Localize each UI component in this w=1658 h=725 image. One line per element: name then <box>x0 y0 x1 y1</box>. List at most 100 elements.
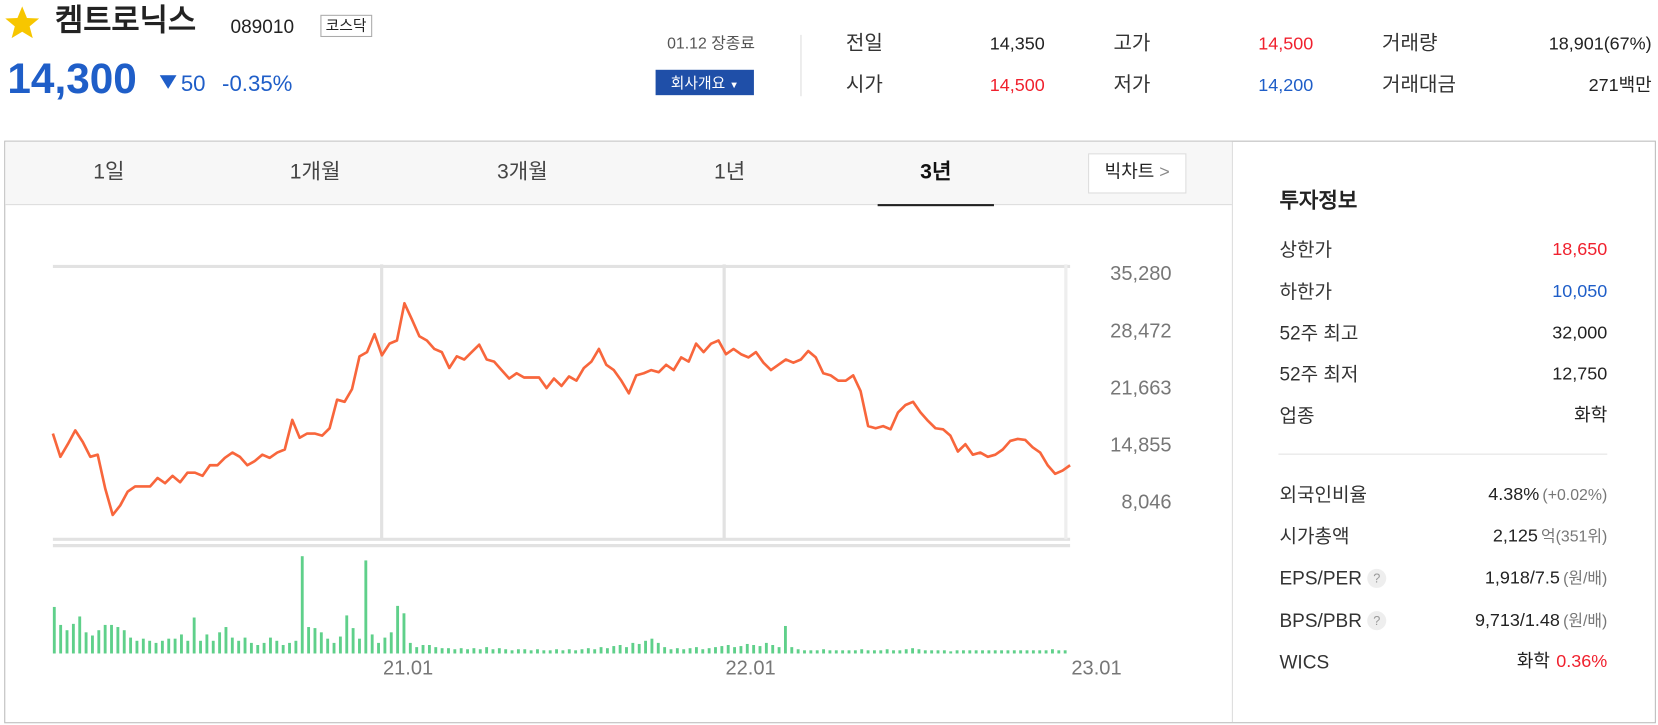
period-tab[interactable]: 3개월 <box>497 160 548 184</box>
volume-bar <box>828 650 832 654</box>
volume-bar <box>593 649 597 654</box>
help-icon[interactable]: ? <box>1367 611 1387 631</box>
stat-label: 전일 <box>845 32 883 55</box>
volume-bar <box>84 632 88 654</box>
info-label: 52주 최고 <box>1279 322 1359 344</box>
info-value: 2,125 억(351위) <box>1343 523 1607 548</box>
price-change: 50 <box>180 71 206 97</box>
volume-bar <box>275 640 279 654</box>
volume-bar <box>466 649 469 654</box>
volume-bar <box>796 649 800 654</box>
panel-divider <box>1231 141 1233 723</box>
stat-note: 백만 <box>1618 75 1652 96</box>
y-tick-label: 21,663 <box>1110 377 1171 399</box>
period-tab[interactable]: 1개월 <box>289 160 341 184</box>
volume-bar <box>281 645 285 654</box>
x-tick-label: 21.01 <box>383 658 433 680</box>
volume-bar <box>625 647 628 654</box>
volume-bar <box>97 630 101 654</box>
info-value: 화학 <box>1343 403 1607 428</box>
stat-value: 271백만 <box>1387 73 1652 98</box>
volume-bar <box>942 650 946 654</box>
volume-bar <box>491 649 495 654</box>
volume-bar <box>663 647 667 654</box>
volume-bar <box>644 640 647 654</box>
volume-bar <box>288 642 291 654</box>
info-number: 10,050 <box>1552 281 1608 302</box>
volume-bar <box>739 646 743 654</box>
stat-note: (67%) <box>1603 33 1652 54</box>
volume-bar <box>879 650 883 654</box>
info-label: 하한가 <box>1279 281 1332 303</box>
volume-bar <box>809 650 813 654</box>
info-number: 4.38% <box>1488 484 1540 505</box>
volume-bar <box>326 638 330 654</box>
volume-bar <box>199 640 202 654</box>
stat-value: 14,500 <box>1049 32 1313 57</box>
volume-bar <box>529 650 533 654</box>
star-shape <box>5 6 40 39</box>
period-tab[interactable]: 3년 <box>920 160 952 184</box>
help-icon[interactable]: ? <box>1367 568 1387 588</box>
info-label: 외국인비율 <box>1279 484 1368 506</box>
volume-bar <box>103 624 107 654</box>
volume-bar <box>574 650 578 654</box>
volume-bar <box>656 642 660 654</box>
info-label: WICS <box>1279 651 1330 673</box>
volume-bar <box>173 638 177 654</box>
info-number: 화학 <box>1574 404 1608 426</box>
y-tick-label: 8,046 <box>1121 492 1171 514</box>
company-button[interactable]: 회사개요 ▼ <box>655 69 754 96</box>
down-triangle <box>159 75 177 89</box>
stat-number: 14,500 <box>989 75 1045 96</box>
volume-bar <box>71 623 75 654</box>
volume-bar <box>332 642 336 654</box>
volume-bar <box>135 640 139 654</box>
volume-bar <box>612 646 616 654</box>
volume-bar <box>358 638 361 654</box>
volume-bar <box>459 648 463 654</box>
volume-bar <box>707 648 711 654</box>
volume-bar <box>294 640 298 654</box>
volume-bar <box>726 645 730 654</box>
volume-bar <box>338 636 342 654</box>
volume-bar <box>783 625 787 654</box>
volume-bar <box>605 648 609 654</box>
info-value: 18,650 <box>1343 237 1607 262</box>
volume-bar <box>1019 650 1023 654</box>
volume-bar <box>313 628 317 654</box>
volume-bar <box>580 649 584 654</box>
volume-bar <box>351 628 355 654</box>
volume-bar <box>237 640 241 654</box>
volume-bar <box>383 637 387 654</box>
volume-bar <box>180 634 183 654</box>
stat-label: 거래대금 <box>1382 74 1456 97</box>
volume-bar <box>389 632 393 654</box>
volume-bar <box>714 647 717 654</box>
stat-number: 14,500 <box>1258 33 1314 54</box>
volume-bar <box>218 632 222 654</box>
period-tab[interactable]: 1일 <box>93 160 125 184</box>
volume-bar <box>987 650 991 654</box>
volume-bar <box>631 642 635 654</box>
volume-bar <box>167 638 171 654</box>
volume-bar <box>300 556 304 654</box>
volume-bar <box>485 647 489 654</box>
stat-number: 14,350 <box>989 33 1045 54</box>
stock-name: 켐트로닉스 <box>54 4 197 39</box>
volume-bar <box>923 650 927 654</box>
volume-bar <box>91 635 94 654</box>
info-divider <box>1278 453 1608 455</box>
volume-bar <box>847 650 851 654</box>
period-tab[interactable]: 1년 <box>713 160 746 184</box>
info-number: 1,918/7.5 <box>1484 567 1560 588</box>
volume-bar <box>962 650 965 654</box>
info-number: 18,650 <box>1552 238 1608 260</box>
info-label: 52주 최저 <box>1279 363 1359 385</box>
volume-bar <box>154 642 158 654</box>
big-chart-button[interactable]: 빅차트 > <box>1088 153 1187 194</box>
volume-bar <box>1038 650 1042 654</box>
favorite-star[interactable] <box>4 5 40 39</box>
